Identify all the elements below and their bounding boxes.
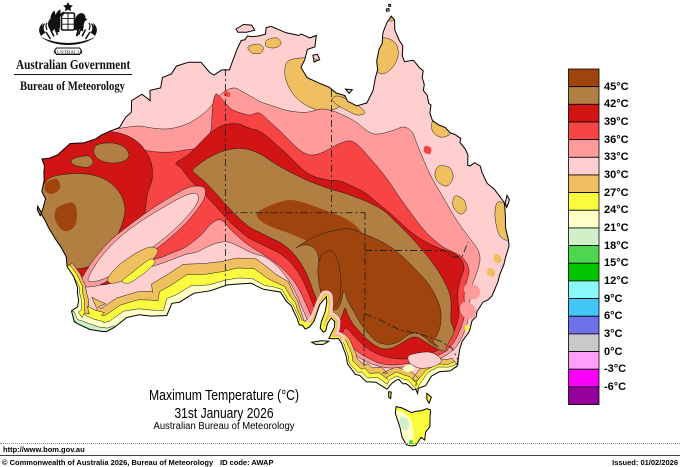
svg-text:AUSTRALIA: AUSTRALIA: [53, 50, 83, 56]
